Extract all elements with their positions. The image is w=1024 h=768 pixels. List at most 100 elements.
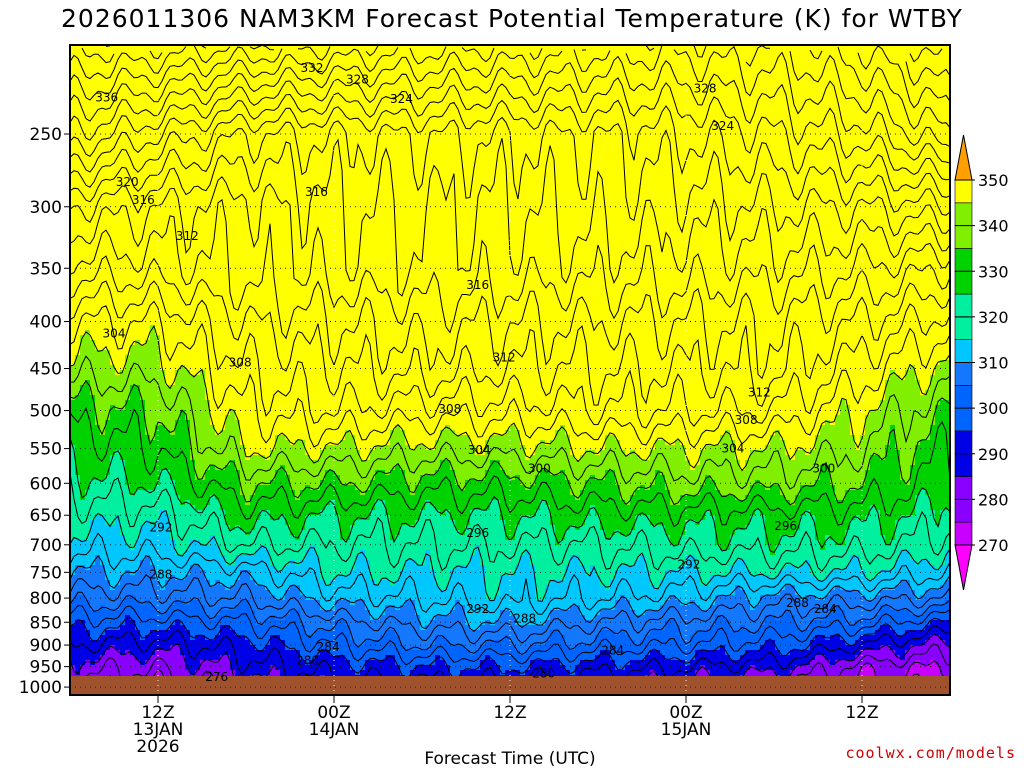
- field-cell: [90, 135, 96, 141]
- field-cell: [210, 545, 216, 551]
- field-cell: [180, 50, 186, 56]
- field-cell: [190, 330, 196, 336]
- field-cell: [165, 315, 171, 321]
- field-cell: [130, 265, 136, 271]
- field-cell: [145, 580, 151, 586]
- field-cell: [195, 575, 201, 581]
- field-cell: [200, 365, 206, 371]
- field-cell: [185, 125, 191, 131]
- field-cell: [130, 400, 136, 406]
- field-cell: [75, 150, 81, 156]
- field-cell: [160, 375, 166, 381]
- field-cell: [80, 260, 86, 266]
- field-cell: [160, 100, 166, 106]
- field-cell: [145, 80, 151, 86]
- field-cell: [70, 205, 76, 211]
- field-cell: [185, 170, 191, 176]
- field-cell: [130, 285, 136, 291]
- field-cell: [240, 165, 246, 171]
- field-cell: [165, 605, 171, 611]
- field-cell: [95, 475, 101, 481]
- field-cell: [195, 320, 201, 326]
- field-cell: [110, 380, 116, 386]
- field-cell: [160, 520, 166, 526]
- field-cell: [215, 175, 221, 181]
- field-cell: [155, 300, 161, 306]
- field-cell: [120, 275, 126, 281]
- field-cell: [125, 635, 131, 641]
- field-cell: [180, 580, 186, 586]
- field-cell: [95, 175, 101, 181]
- field-cell: [185, 195, 191, 201]
- field-cell: [240, 605, 246, 611]
- field-cell: [165, 150, 171, 156]
- field-cell: [75, 315, 81, 321]
- field-cell: [150, 415, 156, 421]
- field-cell: [120, 535, 126, 541]
- field-cell: [220, 265, 226, 271]
- field-cell: [155, 260, 161, 266]
- field-cell: [170, 385, 176, 391]
- field-cell: [95, 240, 101, 246]
- field-cell: [140, 255, 146, 261]
- field-cell: [235, 650, 241, 656]
- field-cell: [85, 95, 91, 101]
- field-cell: [120, 110, 126, 116]
- field-cell: [95, 305, 101, 311]
- field-cell: [130, 45, 136, 51]
- field-cell: [230, 235, 236, 241]
- field-cell: [100, 75, 106, 81]
- field-cell: [155, 475, 161, 481]
- field-cell: [80, 630, 86, 636]
- field-cell: [135, 245, 141, 251]
- field-cell: [215, 280, 221, 286]
- field-cell: [240, 280, 246, 286]
- field-cell: [140, 335, 146, 341]
- field-cell: [120, 205, 126, 211]
- field-cell: [225, 455, 231, 461]
- field-cell: [120, 420, 126, 426]
- field-cell: [250, 405, 256, 411]
- field-cell: [100, 585, 106, 591]
- field-cell: [215, 255, 221, 261]
- field-cell: [75, 175, 81, 181]
- field-cell: [190, 495, 196, 501]
- field-cell: [180, 400, 186, 406]
- field-cell: [75, 165, 81, 171]
- field-cell: [210, 280, 216, 286]
- field-cell: [150, 520, 156, 526]
- field-cell: [235, 380, 241, 386]
- field-cell: [155, 170, 161, 176]
- field-cell: [165, 555, 171, 561]
- field-cell: [180, 350, 186, 356]
- field-cell: [215, 230, 221, 236]
- field-cell: [235, 70, 241, 76]
- field-cell: [240, 500, 246, 506]
- field-cell: [85, 540, 91, 546]
- field-cell: [155, 555, 161, 561]
- field-cell: [175, 185, 181, 191]
- field-cell: [95, 250, 101, 256]
- field-cell: [110, 570, 116, 576]
- field-cell: [180, 195, 186, 201]
- field-cell: [105, 105, 111, 111]
- field-cell: [130, 305, 136, 311]
- field-cell: [160, 420, 166, 426]
- field-cell: [80, 330, 86, 336]
- field-cell: [100, 215, 106, 221]
- field-cell: [185, 185, 191, 191]
- field-cell: [75, 535, 81, 541]
- field-cell: [85, 575, 91, 581]
- field-cell: [230, 155, 236, 161]
- field-cell: [200, 550, 206, 556]
- field-cell: [145, 220, 151, 226]
- field-cell: [200, 585, 206, 591]
- field-cell: [200, 170, 206, 176]
- field-cell: [70, 670, 76, 676]
- field-cell: [100, 385, 106, 391]
- field-cell: [235, 535, 241, 541]
- field-cell: [200, 50, 206, 56]
- field-cell: [180, 300, 186, 306]
- field-cell: [75, 540, 81, 546]
- field-cell: [105, 335, 111, 341]
